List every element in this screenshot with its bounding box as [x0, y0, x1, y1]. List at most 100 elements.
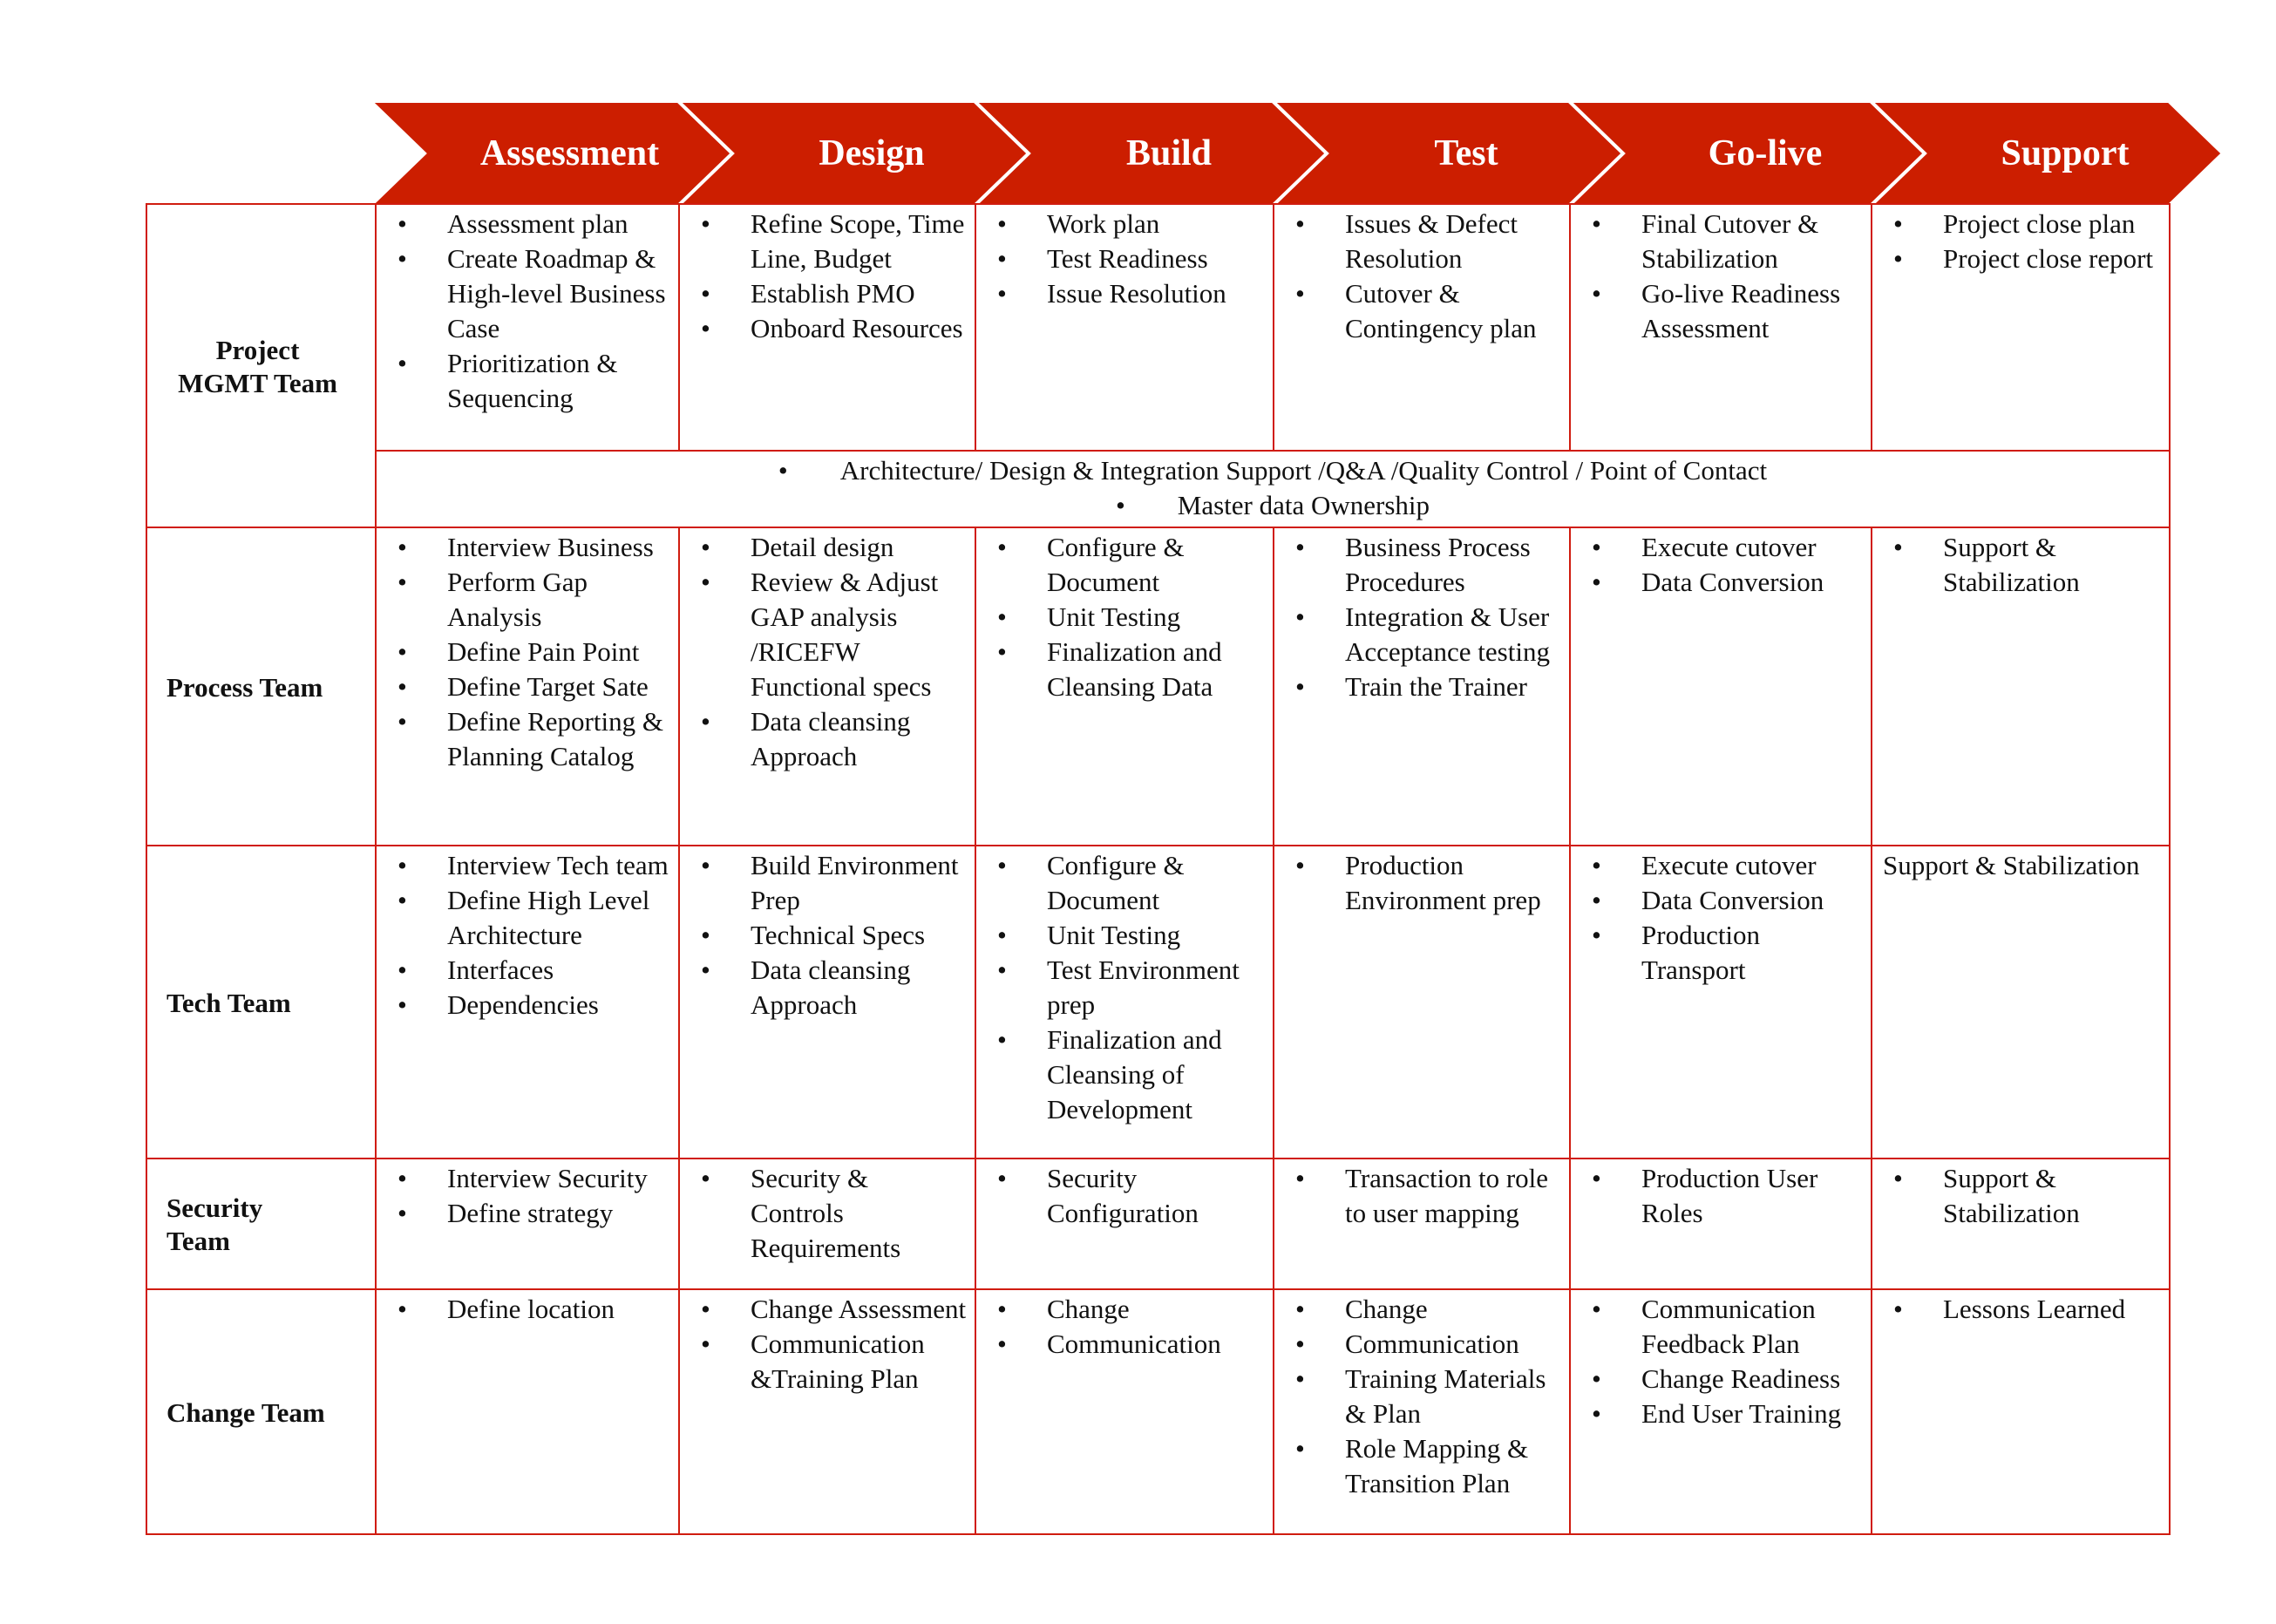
- phase-label-support: Support: [2001, 133, 2130, 173]
- list-item: Interview Business: [397, 530, 671, 565]
- cell-go-live: Execute cutoverData Conversion: [1569, 527, 1872, 846]
- task-list: Interview BusinessPerform Gap AnalysisDe…: [384, 530, 671, 774]
- task-list: Support & Stabilization: [1879, 1161, 2162, 1231]
- row-label: Change Team: [146, 1288, 377, 1535]
- list-item: Create Roadmap & High-level Business Cas…: [397, 241, 671, 346]
- list-item: Dependencies: [397, 988, 671, 1023]
- shared-responsibilities: • Architecture/ Design & Integration Supp…: [375, 450, 2171, 528]
- cell-assessment: Define location: [375, 1288, 680, 1535]
- list-item: Production Environment prep: [1295, 848, 1562, 918]
- phase-label-assessment: Assessment: [479, 133, 660, 173]
- task-list: Business Process ProceduresIntegration &…: [1281, 530, 1562, 704]
- row-label: Project MGMT Team: [146, 203, 377, 528]
- list-item: Support & Stabilization: [1893, 530, 2162, 600]
- task-list: Support & Stabilization: [1879, 848, 2162, 883]
- list-item: Configure & Document: [997, 530, 1266, 600]
- list-item: Communication: [997, 1327, 1266, 1362]
- list-item: Refine Scope, Time Line, Budget: [701, 207, 968, 276]
- list-item: Issue Resolution: [997, 276, 1266, 311]
- list-item: Data Conversion: [1592, 883, 1864, 918]
- list-item: Assessment plan: [397, 207, 671, 241]
- cell-design: Detail designReview & Adjust GAP analysi…: [678, 527, 976, 846]
- list-item: Train the Trainer: [1295, 669, 1562, 704]
- list-item: Work plan: [997, 207, 1266, 241]
- cell-go-live: Production User Roles: [1569, 1158, 1872, 1290]
- list-item: Define Target Sate: [397, 669, 671, 704]
- list-item: Communication: [1295, 1327, 1562, 1362]
- cell-design: Refine Scope, Time Line, BudgetEstablish…: [678, 203, 976, 452]
- list-item: Execute cutover: [1592, 530, 1864, 565]
- cell-support: Lessons Learned: [1871, 1288, 2171, 1535]
- list-item: Review & Adjust GAP analysis /RICEFW Fun…: [701, 565, 968, 704]
- cell-test: Business Process ProceduresIntegration &…: [1273, 527, 1571, 846]
- list-item: Onboard Resources: [701, 311, 968, 346]
- task-list: Production User Roles: [1578, 1161, 1864, 1231]
- phase-label-go-live: Go-live: [1708, 133, 1823, 173]
- list-item: Data Conversion: [1592, 565, 1864, 600]
- list-item: Detail design: [701, 530, 968, 565]
- list-item: Change: [997, 1292, 1266, 1327]
- list-item: Perform Gap Analysis: [397, 565, 671, 635]
- cell-assessment: Assessment planCreate Roadmap & High-lev…: [375, 203, 680, 452]
- task-list: Work planTest ReadinessIssue Resolution: [983, 207, 1266, 311]
- list-item: Change Assessment: [701, 1292, 968, 1327]
- shared-item: • Master data Ownership: [384, 488, 2162, 523]
- task-list: Project close planProject close report: [1879, 207, 2162, 276]
- cell-build: Configure & DocumentUnit TestingTest Env…: [975, 845, 1274, 1159]
- bullet-icon: •: [778, 455, 788, 486]
- cell-support: Support & Stabilization: [1871, 845, 2171, 1159]
- list-item: Project close plan: [1893, 207, 2162, 241]
- list-item: Communication Feedback Plan: [1592, 1292, 1864, 1362]
- list-item: Security Configuration: [997, 1161, 1266, 1231]
- list-item: Data cleansing Approach: [701, 953, 968, 1023]
- list-item: Communication &Training Plan: [701, 1327, 968, 1396]
- task-list: Lessons Learned: [1879, 1292, 2162, 1327]
- list-item: Change Readiness: [1592, 1362, 1864, 1396]
- list-item: Go-live Readiness Assessment: [1592, 276, 1864, 346]
- list-item: Production Transport: [1592, 918, 1864, 988]
- task-list: Final Cutover & StabilizationGo-live Rea…: [1578, 207, 1864, 346]
- task-list: Refine Scope, Time Line, BudgetEstablish…: [687, 207, 968, 346]
- task-list: ChangeCommunicationTraining Materials & …: [1281, 1292, 1562, 1501]
- list-item: Test Environment prep: [997, 953, 1266, 1023]
- cell-assessment: Interview Tech teamDefine High Level Arc…: [375, 845, 680, 1159]
- task-list: Assessment planCreate Roadmap & High-lev…: [384, 207, 671, 416]
- phase-label-design: Design: [819, 133, 925, 173]
- list-item: Business Process Procedures: [1295, 530, 1562, 600]
- list-item: Define strategy: [397, 1196, 671, 1231]
- row-label: Security Team: [146, 1158, 377, 1290]
- list-item: Configure & Document: [997, 848, 1266, 918]
- list-item: Interfaces: [397, 953, 671, 988]
- list-item: Build Environment Prep: [701, 848, 968, 918]
- phase-label-test: Test: [1434, 133, 1498, 173]
- list-item: Integration & User Acceptance testing: [1295, 600, 1562, 669]
- task-list: Issues & Defect ResolutionCutover & Cont…: [1281, 207, 1562, 346]
- list-item: Unit Testing: [997, 600, 1266, 635]
- list-item: Cutover & Contingency plan: [1295, 276, 1562, 346]
- cell-assessment: Interview BusinessPerform Gap AnalysisDe…: [375, 527, 680, 846]
- phase-chevrons: [366, 99, 2225, 207]
- list-item: Support & Stabilization: [1883, 850, 2140, 880]
- list-item: Finalization and Cleansing of Developmen…: [997, 1023, 1266, 1127]
- task-list: Interview Tech teamDefine High Level Arc…: [384, 848, 671, 1023]
- cell-build: Configure & DocumentUnit TestingFinaliza…: [975, 527, 1274, 846]
- list-item: Define Reporting & Planning Catalog: [397, 704, 671, 774]
- list-item: Unit Testing: [997, 918, 1266, 953]
- list-item: Establish PMO: [701, 276, 968, 311]
- list-item: Data cleansing Approach: [701, 704, 968, 774]
- list-item: Training Materials & Plan: [1295, 1362, 1562, 1431]
- cell-design: Build Environment PrepTechnical SpecsDat…: [678, 845, 976, 1159]
- cell-build: Work planTest ReadinessIssue Resolution: [975, 203, 1274, 452]
- list-item: Define Pain Point: [397, 635, 671, 669]
- task-list: Define location: [384, 1292, 671, 1327]
- task-list: Security & Controls Requirements: [687, 1161, 968, 1266]
- cell-assessment: Interview SecurityDefine strategy: [375, 1158, 680, 1290]
- task-list: Production Environment prep: [1281, 848, 1562, 918]
- shared-item-text: Master data Ownership: [1177, 490, 1430, 520]
- task-list: Communication Feedback PlanChange Readin…: [1578, 1292, 1864, 1431]
- list-item: Support & Stabilization: [1893, 1161, 2162, 1231]
- task-list: Configure & DocumentUnit TestingTest Env…: [983, 848, 1266, 1127]
- cell-support: Project close planProject close report: [1871, 203, 2171, 452]
- cell-build: Security Configuration: [975, 1158, 1274, 1290]
- list-item: Production User Roles: [1592, 1161, 1864, 1231]
